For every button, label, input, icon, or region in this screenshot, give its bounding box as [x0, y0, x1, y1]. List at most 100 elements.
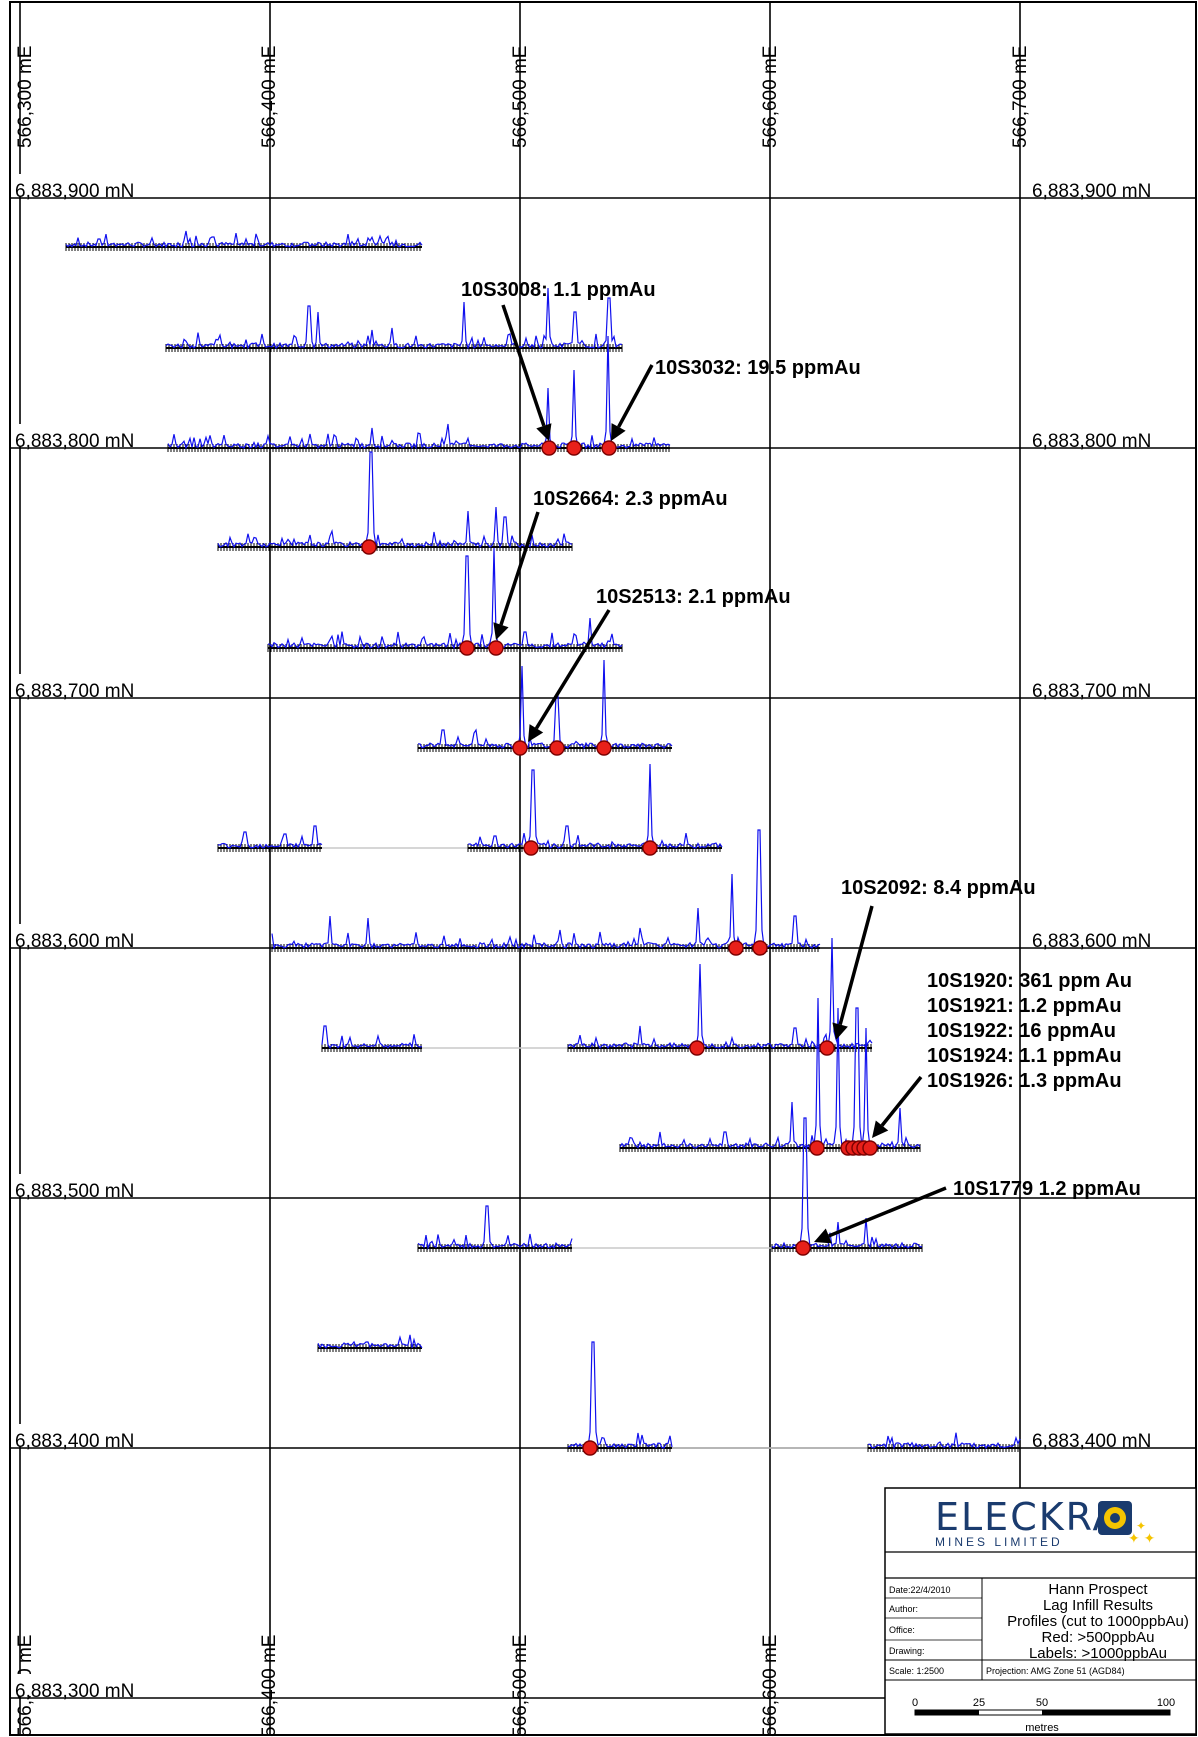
easting-label-top-566600: 566,600 mE	[760, 46, 781, 148]
grid-labels: 566,300 mE 566,400 mE 566,500 mE 566,600…	[14, 46, 1181, 1737]
anomalous-sample-dot	[459, 640, 475, 656]
northing-label-left-6883500: 6,883,500 mN	[15, 1181, 134, 1202]
northing-label-right-6883400: 6,883,400 mN	[1032, 1431, 1151, 1452]
au-profile	[167, 335, 671, 450]
scale-tick-50: 50	[1036, 1697, 1048, 1709]
callout-arrow-5	[872, 1075, 923, 1138]
scale-tick-0: 0	[912, 1697, 918, 1709]
easting-label-top-566400: 566,400 mE	[259, 46, 280, 148]
callout-10S1922: 10S1922: 16 ppmAu	[927, 1020, 1116, 1042]
arrow-head	[872, 1120, 889, 1138]
anomalous-sample-dot	[541, 440, 557, 456]
scale-unit: metres	[1025, 1722, 1059, 1734]
svg-text:✦: ✦	[1136, 1519, 1146, 1533]
arrow-shaft	[501, 304, 546, 427]
anomalous-sample-dot	[689, 1040, 705, 1056]
scale-tick-100: 100	[1157, 1697, 1175, 1709]
northing-label-right-6883900: 6,883,900 mN	[1032, 181, 1151, 202]
anomalous-sample-dot	[523, 840, 539, 856]
callout-10S2092: 10S2092: 8.4 ppmAu	[841, 877, 1036, 899]
callout-10S1779: 10S1779 1.2 ppmAu	[953, 1178, 1141, 1200]
tb-scale: Scale: 1:2500	[889, 1666, 944, 1676]
tb-date: Date:22/4/2010	[889, 1585, 951, 1595]
callout-10S2513: 10S2513: 2.1 ppmAu	[596, 586, 791, 608]
anomalous-sample-dot	[642, 840, 658, 856]
sample-ticks	[165, 344, 623, 352]
arrow-head	[493, 622, 509, 640]
anomalous-sample-dot	[582, 1440, 598, 1456]
traverse-line-2	[167, 335, 671, 456]
callout-arrows	[493, 304, 947, 1244]
tb-office: Office:	[889, 1625, 915, 1635]
northing-label-right-6883800: 6,883,800 mN	[1032, 431, 1151, 452]
sample-ticks	[867, 1444, 1019, 1452]
callout-10S1926: 10S1926: 1.3 ppmAu	[927, 1070, 1122, 1092]
easting-label-bottom-566400: 566,400 mE	[259, 1635, 280, 1737]
callout-10S1924: 10S1924: 1.1 ppmAu	[927, 1045, 1122, 1067]
traverse-line-7	[271, 829, 821, 956]
easting-label-bottom-566600: 566,600 mE	[760, 1635, 781, 1737]
traverse-line-8	[321, 937, 873, 1056]
au-profile	[417, 1205, 573, 1250]
au-profile	[217, 451, 573, 549]
traverse-line-6	[217, 763, 723, 856]
easting-label-top-566300: 566,300 mE	[15, 46, 36, 148]
au-profile	[317, 1334, 423, 1349]
northing-label-right-6883700: 6,883,700 mN	[1032, 681, 1151, 702]
coordinate-grid	[9, 1, 1197, 1736]
lag-traverses	[65, 230, 1021, 1456]
callout-10S1920: 10S1920: 361 ppm Au	[927, 970, 1132, 992]
traverse-line-12	[567, 1341, 1021, 1456]
callout-arrow-6	[814, 1186, 947, 1244]
eleckra-logo-subtext: MINES LIMITED	[935, 1535, 1063, 1549]
map-frame	[9, 1, 1197, 1736]
northing-label-left-6883400: 6,883,400 mN	[15, 1431, 134, 1452]
tb-title-line-2: Lag Infill Results	[1043, 1597, 1153, 1614]
arrow-shaft	[534, 609, 611, 730]
arrow-shaft	[828, 1186, 947, 1238]
tb-title-line-4: Red: >500ppbAu	[1041, 1629, 1154, 1646]
scale-tick-25: 25	[973, 1697, 985, 1709]
anomalous-sample-dot	[361, 539, 377, 555]
easting-label-bottom-566500: 566,500 mE	[510, 1635, 531, 1737]
traverse-line-0	[65, 230, 423, 251]
au-profile	[267, 547, 623, 650]
easting-label-top-566700: 566,700 mE	[1010, 46, 1031, 148]
arrow-head	[814, 1228, 832, 1244]
tb-title-line-1: Hann Prospect	[1048, 1581, 1148, 1598]
anomalous-sample-dot	[512, 740, 528, 756]
tb-drawing: Drawing:	[889, 1646, 925, 1656]
scale-bar: 0 25 50 100 metres	[912, 1697, 1175, 1734]
northing-label-left-6883600: 6,883,600 mN	[15, 931, 134, 952]
arrow-shaft	[838, 905, 874, 1026]
northing-label-left-6883700: 6,883,700 mN	[15, 681, 134, 702]
anomalous-sample-dot	[809, 1140, 825, 1156]
anomalous-sample-dot	[752, 940, 768, 956]
arrow-shaft	[499, 511, 540, 626]
anomalous-sample-dot	[549, 740, 565, 756]
au-profile	[467, 763, 723, 850]
traverse-line-4	[267, 547, 623, 656]
callout-arrow-1	[611, 364, 654, 441]
northing-label-right-6883600: 6,883,600 mN	[1032, 931, 1151, 952]
traverse-line-1	[165, 287, 623, 352]
traverse-line-9	[619, 997, 921, 1156]
northing-label-left-6883900: 6,883,900 mN	[15, 181, 134, 202]
tb-title-line-5: Labels: >1000ppbAu	[1029, 1645, 1167, 1662]
anomalous-sample-dot	[601, 440, 617, 456]
callout-10S2664: 10S2664: 2.3 ppmAu	[533, 488, 728, 510]
northing-label-left-6883300: 6,883,300 mN	[15, 1681, 134, 1702]
sample-ticks	[467, 844, 721, 852]
anomalous-sample-dot	[596, 740, 612, 756]
eleckra-logo-icon: ✦ ✦ ✦	[1098, 1501, 1156, 1546]
title-block: ELECKRA ✦ ✦ ✦ MINES LIMITED Date:22/4/20…	[884, 1487, 1197, 1735]
tb-author: Author:	[889, 1604, 918, 1614]
arrow-head	[536, 423, 552, 441]
au-profile	[218, 825, 323, 849]
au-profile	[417, 659, 673, 750]
callout-arrow-3	[528, 609, 611, 742]
anomalous-sample-dot	[728, 940, 744, 956]
traverse-line-3	[217, 451, 573, 555]
callout-10S3008: 10S3008: 1.1 ppmAu	[461, 279, 656, 301]
